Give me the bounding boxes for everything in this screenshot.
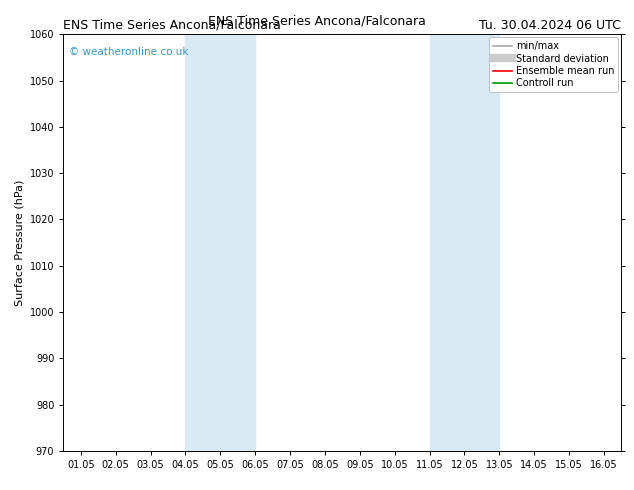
Text: ENS Time Series Ancona/Falconara: ENS Time Series Ancona/Falconara	[208, 15, 426, 28]
Y-axis label: Surface Pressure (hPa): Surface Pressure (hPa)	[14, 179, 24, 306]
Legend: min/max, Standard deviation, Ensemble mean run, Controll run: min/max, Standard deviation, Ensemble me…	[489, 37, 618, 92]
Text: © weatheronline.co.uk: © weatheronline.co.uk	[69, 47, 188, 57]
Text: Tu. 30.04.2024 06 UTC: Tu. 30.04.2024 06 UTC	[479, 19, 621, 32]
Text: ENS Time Series Ancona/Falconara: ENS Time Series Ancona/Falconara	[63, 19, 281, 32]
Bar	[185, 34, 255, 451]
Bar	[429, 34, 500, 451]
